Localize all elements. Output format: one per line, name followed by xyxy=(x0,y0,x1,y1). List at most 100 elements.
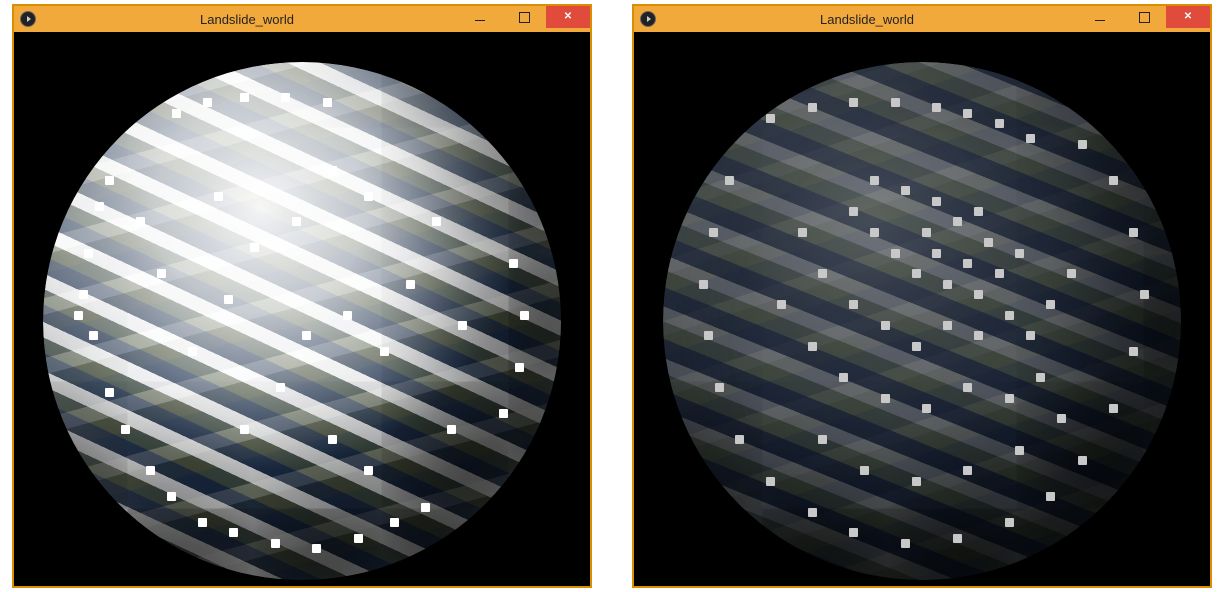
landslide-marker xyxy=(172,109,181,118)
landslide-marker xyxy=(984,238,993,247)
landslide-marker xyxy=(715,383,724,392)
close-button[interactable] xyxy=(1166,6,1210,28)
minimize-button[interactable] xyxy=(1078,6,1122,28)
landslide-marker xyxy=(735,435,744,444)
landslide-marker xyxy=(995,119,1004,128)
landslide-marker xyxy=(1005,518,1014,527)
landslide-marker xyxy=(354,534,363,543)
landslide-marker xyxy=(364,466,373,475)
landslide-marker xyxy=(1129,347,1138,356)
landslide-marker xyxy=(912,342,921,351)
landslide-marker xyxy=(1046,492,1055,501)
landslide-marker xyxy=(328,166,337,175)
landslide-marker xyxy=(364,192,373,201)
maximize-button[interactable] xyxy=(502,6,546,28)
landslide-marker xyxy=(188,347,197,356)
landslide-marker xyxy=(881,394,890,403)
landslide-marker xyxy=(1015,446,1024,455)
landslide-marker xyxy=(943,280,952,289)
landslide-marker xyxy=(343,311,352,320)
landslide-marker xyxy=(912,269,921,278)
landslide-marker xyxy=(312,544,321,553)
landslide-marker xyxy=(1026,331,1035,340)
landslide-marker xyxy=(766,114,775,123)
landslide-marker xyxy=(777,300,786,309)
landslide-marker xyxy=(1057,414,1066,423)
globe-visualization[interactable] xyxy=(663,62,1181,580)
landslide-marker xyxy=(302,331,311,340)
landslide-marker xyxy=(1129,228,1138,237)
landslide-marker xyxy=(198,518,207,527)
landslide-marker xyxy=(281,93,290,102)
maximize-button[interactable] xyxy=(1122,6,1166,28)
app-icon xyxy=(640,11,656,27)
landslide-marker xyxy=(136,217,145,226)
landslide-marker xyxy=(922,404,931,413)
landslide-marker xyxy=(818,435,827,444)
landslide-marker xyxy=(292,217,301,226)
landslide-marker xyxy=(1005,311,1014,320)
app-icon xyxy=(20,11,36,27)
landslide-marker xyxy=(881,321,890,330)
window-buttons xyxy=(1078,6,1210,32)
titlebar[interactable]: Landslide_world xyxy=(14,6,590,32)
landslide-marker xyxy=(932,249,941,258)
landslide-marker xyxy=(509,259,518,268)
viewport-3d[interactable] xyxy=(14,32,590,586)
landslide-marker xyxy=(849,207,858,216)
landslide-marker xyxy=(499,409,508,418)
landslide-marker xyxy=(84,249,93,258)
landslide-marker xyxy=(839,373,848,382)
landslide-marker xyxy=(953,534,962,543)
landslide-marker xyxy=(167,492,176,501)
landslide-marker xyxy=(1015,249,1024,258)
landslide-marker xyxy=(203,98,212,107)
landslide-marker xyxy=(953,217,962,226)
close-button[interactable] xyxy=(546,6,590,28)
landslide-marker xyxy=(157,269,166,278)
landslide-marker xyxy=(276,383,285,392)
titlebar[interactable]: Landslide_world xyxy=(634,6,1210,32)
landslide-marker xyxy=(447,425,456,434)
landslide-marker xyxy=(406,280,415,289)
landslide-marker xyxy=(901,539,910,548)
landslide-marker xyxy=(974,207,983,216)
landslide-marker xyxy=(1078,456,1087,465)
window-buttons xyxy=(458,6,590,32)
landslide-markers xyxy=(663,62,1181,580)
landslide-marker xyxy=(870,176,879,185)
landslide-marker xyxy=(271,539,280,548)
landslide-marker xyxy=(963,383,972,392)
landslide-marker xyxy=(515,363,524,372)
landslide-marker xyxy=(520,311,529,320)
landslide-marker xyxy=(380,347,389,356)
viewport-3d[interactable] xyxy=(634,32,1210,586)
landslide-marker xyxy=(224,295,233,304)
landslide-marker xyxy=(214,192,223,201)
landslide-marker xyxy=(390,518,399,527)
landslide-marker xyxy=(995,269,1004,278)
landslide-marker xyxy=(808,103,817,112)
window-landslide-left: Landslide_world xyxy=(12,4,592,588)
landslide-marker xyxy=(963,466,972,475)
landslide-marker xyxy=(421,503,430,512)
landslide-marker xyxy=(943,321,952,330)
landslide-marker xyxy=(1067,269,1076,278)
window-title: Landslide_world xyxy=(36,12,458,27)
landslide-marker xyxy=(1078,140,1087,149)
landslide-marker xyxy=(891,249,900,258)
landslide-markers xyxy=(43,62,561,580)
landslide-marker xyxy=(808,508,817,517)
landslide-marker xyxy=(725,176,734,185)
minimize-button[interactable] xyxy=(458,6,502,28)
landslide-marker xyxy=(1046,300,1055,309)
landslide-marker xyxy=(860,466,869,475)
landslide-marker xyxy=(922,228,931,237)
landslide-marker xyxy=(849,528,858,537)
globe-visualization[interactable] xyxy=(43,62,561,580)
landslide-marker xyxy=(974,290,983,299)
landslide-marker xyxy=(963,259,972,268)
landslide-marker xyxy=(766,477,775,486)
landslide-marker xyxy=(240,93,249,102)
landslide-marker xyxy=(932,103,941,112)
